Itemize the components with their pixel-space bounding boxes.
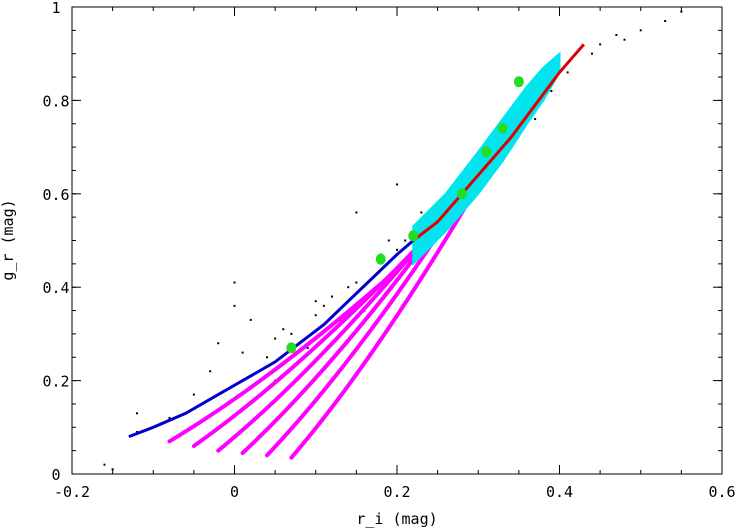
cyan-band <box>412 51 561 267</box>
observed-point <box>347 286 350 289</box>
green-marker <box>513 76 524 88</box>
observed-point <box>404 239 407 242</box>
observed-point <box>103 463 106 466</box>
observed-point <box>396 248 398 251</box>
observed-point <box>217 342 220 345</box>
observed-point <box>290 332 293 335</box>
observed-point <box>615 34 618 37</box>
green-marker <box>286 342 297 354</box>
blue-track <box>128 239 415 439</box>
observed-point <box>550 90 553 93</box>
observed-point <box>322 304 325 307</box>
x-tick-label: 0.4 <box>546 483 573 501</box>
observed-point <box>387 239 390 242</box>
observed-point <box>233 281 236 284</box>
magenta-track <box>191 215 448 448</box>
observed-point <box>355 211 358 214</box>
observed-point <box>420 211 423 214</box>
observed-point <box>623 38 626 41</box>
observed-point <box>355 281 358 284</box>
y-tick-labels: 0 0.2 0.4 0.6 0.8 1 <box>42 0 69 484</box>
green-marker <box>457 188 467 200</box>
green-marker <box>408 230 419 242</box>
observed-points <box>103 10 683 471</box>
observed-point <box>111 468 114 471</box>
observed-point <box>314 300 317 303</box>
observed-point <box>192 393 195 396</box>
y-tick-label: 0 <box>51 466 60 484</box>
x-axis-label: r_i (mag) <box>356 510 437 528</box>
y-tick-label: 0.4 <box>42 279 69 297</box>
observed-point <box>331 295 333 298</box>
x-tick-label: 0 <box>230 483 239 501</box>
green-marker-group <box>286 76 524 354</box>
observed-point <box>591 52 593 55</box>
x-tick-label: 0.6 <box>708 483 735 501</box>
observed-point <box>136 412 138 415</box>
y-tick-label: 0.8 <box>42 92 69 110</box>
observed-point <box>566 71 569 74</box>
observed-point <box>266 356 268 359</box>
observed-point <box>209 370 212 373</box>
x-tick-label: -0.2 <box>54 483 90 501</box>
green-marker <box>375 253 386 265</box>
observed-point <box>168 416 171 419</box>
plot-frame <box>71 6 723 475</box>
observed-point <box>233 304 236 307</box>
observed-point <box>639 29 642 32</box>
observed-point <box>241 351 244 354</box>
x-tick-labels: -0.2 0 0.2 0.4 0.6 <box>54 483 736 501</box>
magenta-track <box>167 238 432 444</box>
observed-point <box>249 318 252 321</box>
observed-point <box>314 314 317 317</box>
blue-track-group <box>128 239 415 439</box>
observed-point <box>282 328 285 331</box>
axis-ticks <box>71 6 723 475</box>
observed-point <box>306 346 309 349</box>
y-tick-label: 1 <box>51 0 60 17</box>
observed-point <box>664 20 667 23</box>
observed-point <box>534 118 537 121</box>
observed-point <box>396 183 398 186</box>
y-axis-label: g_r (mag) <box>0 199 17 280</box>
red-track <box>412 43 586 242</box>
observed-point <box>599 43 602 46</box>
x-tick-label: 0.2 <box>383 483 410 501</box>
y-tick-label: 0.2 <box>42 373 69 391</box>
y-tick-label: 0.6 <box>42 186 69 204</box>
green-marker <box>497 122 508 134</box>
cyan-band-group <box>412 51 561 267</box>
observed-point <box>680 10 683 13</box>
green-marker <box>481 146 492 158</box>
red-track-group <box>412 43 586 242</box>
observed-point <box>274 337 277 340</box>
